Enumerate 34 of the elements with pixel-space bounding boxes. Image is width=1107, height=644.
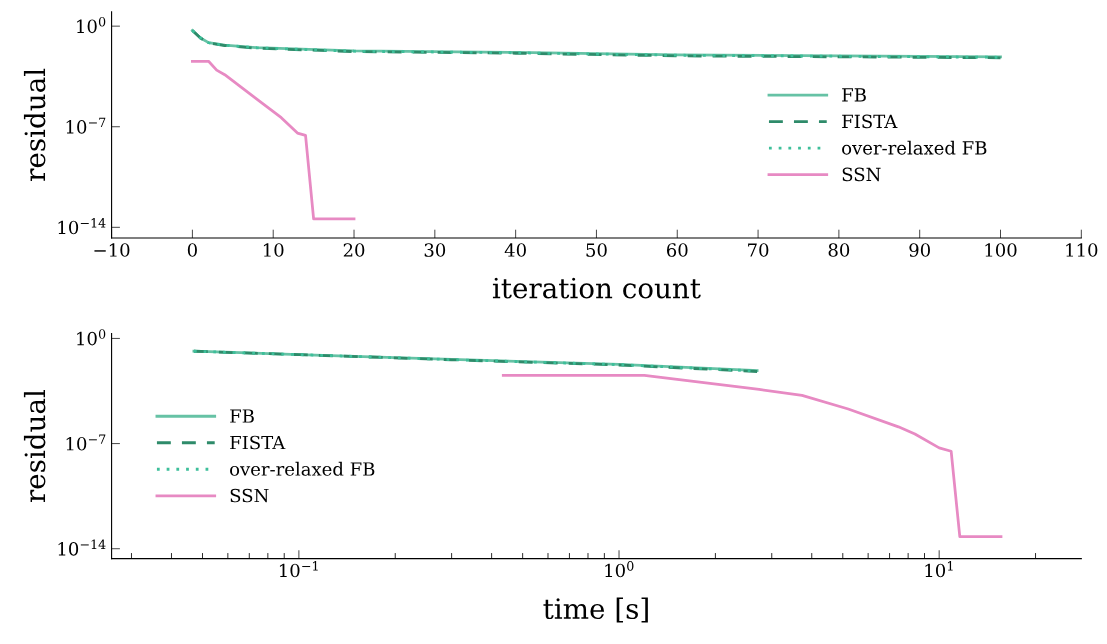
y-axis-title: residual <box>23 389 46 503</box>
legend-label: over-relaxed FB <box>230 461 375 476</box>
x-tick-label: 50 <box>586 243 607 257</box>
x-tick-label: 90 <box>909 243 930 257</box>
x-tick-label: 60 <box>666 243 688 257</box>
y-tick-label: 10$^{0}$ <box>77 329 106 346</box>
x-tick-label: 70 <box>748 243 769 257</box>
x-axis-title: time [s] <box>543 597 648 623</box>
x-tick-label: 10$^{−1}$ <box>279 561 318 578</box>
x-tick-label: 110 <box>1066 243 1098 257</box>
x-tick-label: 100 <box>985 243 1017 257</box>
x-axis-title: iteration count <box>492 277 701 299</box>
y-tick-label: 10$^{0}$ <box>77 16 106 34</box>
x-tick-label: −10 <box>94 243 130 257</box>
y-axis-title: residual <box>23 68 46 181</box>
x-tick-label: 20 <box>343 243 365 257</box>
x-tick-label: 80 <box>828 243 850 257</box>
y-tick-label: 10$^{−14}$ <box>58 539 106 556</box>
legend-label: SSN <box>842 167 881 182</box>
legend-label: FB <box>842 88 866 102</box>
x-tick-label: 40 <box>504 243 526 257</box>
x-tick-label: 10$^{1}$ <box>925 561 953 578</box>
x-tick-label: 0 <box>187 243 197 257</box>
legend-label: FISTA <box>230 435 286 450</box>
legend-label: SSN <box>230 488 269 503</box>
legend-label: FB <box>230 409 254 423</box>
legend-label: over-relaxed FB <box>842 140 987 155</box>
x-tick-label: 10$^{0}$ <box>605 561 634 578</box>
y-tick-label: 10$^{−7}$ <box>66 434 106 451</box>
legend-label: FISTA <box>842 114 898 129</box>
x-tick-label: 30 <box>424 243 446 257</box>
y-tick-label: 10$^{−14}$ <box>58 218 106 235</box>
y-tick-label: 10$^{−7}$ <box>66 117 106 134</box>
x-tick-label: 10 <box>263 243 284 257</box>
